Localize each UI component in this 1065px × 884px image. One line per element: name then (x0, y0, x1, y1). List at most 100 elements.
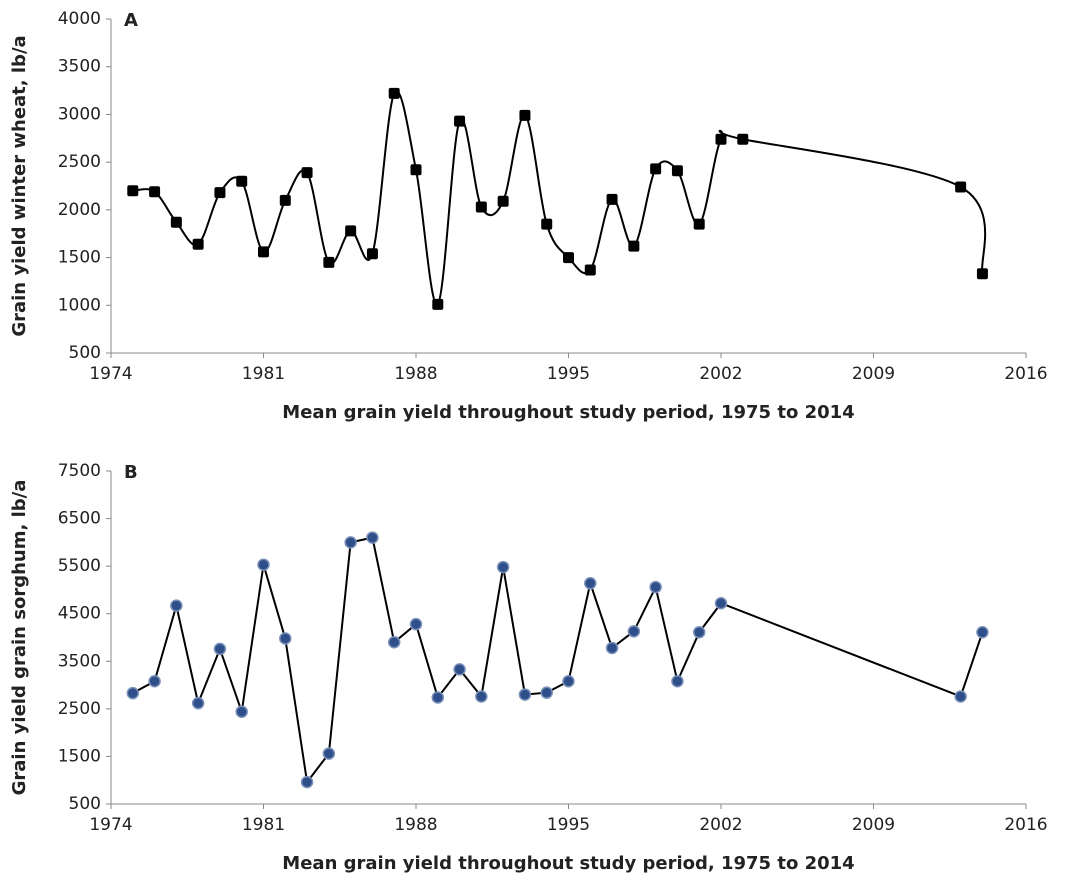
marker (279, 632, 292, 645)
marker (192, 238, 204, 250)
marker (692, 626, 706, 639)
marker (345, 225, 357, 237)
marker (496, 560, 510, 574)
x-tick-label: 1981 (242, 364, 285, 384)
marker (954, 690, 967, 703)
y-tick-label: 2500 (58, 699, 101, 719)
x-axis-title: Mean grain yield throughout study period… (282, 853, 854, 874)
x-tick-label: 2009 (852, 364, 895, 384)
marker (584, 577, 597, 590)
marker (301, 167, 313, 179)
x-tick-label: 1995 (547, 364, 590, 384)
marker (344, 536, 357, 549)
panel-label: B (124, 462, 138, 483)
x-tick-label: 1995 (547, 815, 590, 835)
x-tick-label: 1988 (394, 815, 437, 835)
marker (649, 580, 662, 594)
marker (235, 705, 248, 718)
y-tick-label: 6500 (58, 509, 101, 529)
x-tick-label: 2016 (1004, 815, 1047, 835)
marker (671, 165, 683, 177)
marker (323, 256, 335, 268)
marker (409, 617, 423, 631)
panel-label: A (124, 10, 138, 31)
marker (737, 133, 749, 145)
x-tick-label: 2009 (852, 815, 895, 835)
x-axis-title: Mean grain yield throughout study period… (282, 402, 854, 423)
marker (650, 163, 662, 175)
marker (475, 690, 488, 703)
marker (170, 216, 182, 228)
y-tick-label: 500 (69, 794, 101, 814)
marker (714, 596, 728, 610)
marker (955, 181, 967, 193)
marker (475, 201, 487, 213)
marker (366, 248, 378, 260)
marker (170, 599, 183, 612)
marker (127, 185, 139, 197)
marker (410, 164, 422, 176)
marker (497, 195, 509, 207)
y-tick-label: 1500 (58, 248, 101, 268)
marker (257, 558, 270, 571)
marker (191, 696, 205, 710)
marker (562, 675, 575, 688)
marker (976, 626, 989, 639)
marker (387, 636, 401, 649)
x-tick-label: 2002 (699, 364, 742, 384)
y-tick-label: 3500 (58, 57, 101, 77)
marker (366, 531, 379, 544)
marker (388, 87, 400, 99)
marker (454, 115, 466, 127)
marker (279, 194, 291, 206)
y-axis-title: Grain yield grain sorghum, lb/a (9, 480, 30, 796)
marker (126, 686, 140, 700)
marker (627, 625, 641, 638)
marker (693, 218, 705, 230)
marker (605, 641, 619, 655)
x-tick-label: 1988 (394, 364, 437, 384)
marker (149, 186, 161, 198)
y-tick-label: 1000 (58, 295, 101, 315)
marker (671, 675, 684, 688)
marker (628, 240, 640, 252)
x-tick-label: 2016 (1004, 364, 1047, 384)
series-line (132, 536, 984, 785)
marker (432, 298, 444, 310)
y-axis-title: Grain yield winter wheat, lb/a (9, 35, 30, 336)
marker (322, 747, 336, 760)
x-tick-label: 2002 (699, 815, 742, 835)
marker (300, 775, 314, 789)
y-tick-label: 4500 (58, 604, 101, 624)
marker (236, 175, 248, 187)
marker (453, 663, 466, 676)
marker (563, 252, 574, 264)
y-tick-label: 5500 (58, 556, 101, 576)
y-tick-label: 3000 (58, 104, 101, 124)
y-tick-label: 2500 (58, 152, 101, 172)
y-tick-label: 500 (69, 343, 101, 363)
marker (584, 264, 596, 276)
y-tick-label: 2000 (58, 200, 101, 220)
series-line (132, 90, 987, 306)
x-tick-label: 1981 (242, 815, 285, 835)
marker (213, 642, 227, 656)
marker (214, 187, 226, 199)
marker (976, 268, 988, 280)
marker (518, 688, 532, 701)
y-tick-label: 4000 (58, 9, 101, 29)
marker (258, 246, 269, 258)
marker (431, 691, 445, 704)
x-tick-label: 1974 (89, 815, 132, 835)
marker (540, 686, 553, 699)
marker (519, 109, 531, 121)
marker (148, 675, 161, 688)
x-tick-label: 1974 (89, 364, 132, 384)
y-tick-label: 1500 (58, 746, 101, 766)
marker (715, 133, 727, 145)
y-tick-label: 7500 (58, 461, 101, 481)
marker (606, 193, 618, 205)
marker (541, 218, 553, 230)
y-tick-label: 3500 (58, 651, 101, 671)
